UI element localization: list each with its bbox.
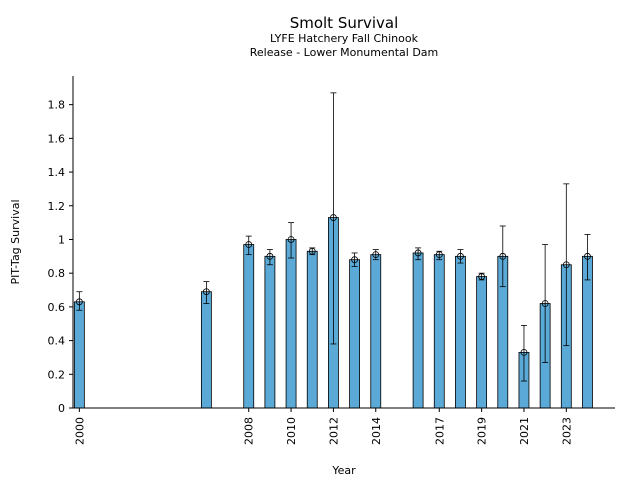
x-tick-label: 2014 xyxy=(370,417,383,445)
point-marker-2008 xyxy=(245,241,253,248)
x-ticks-layer: 2000 2008 2010 2012 2014 2017 2019 2021 2023 xyxy=(73,408,573,445)
bar-2009 xyxy=(264,255,276,409)
point-marker-2021 xyxy=(520,348,528,356)
bar-2006 xyxy=(200,291,212,409)
bar-2018 xyxy=(455,255,466,409)
point-marker-2017 xyxy=(435,251,443,259)
y-tick-label: 1 xyxy=(58,233,65,246)
point-marker-2023 xyxy=(562,261,570,269)
y-tick-label: 0.2 xyxy=(48,368,66,381)
point-marker-2018 xyxy=(457,252,464,260)
point-marker-2019 xyxy=(478,273,486,280)
x-tick-label: 2023 xyxy=(560,417,573,445)
y-tick-label: 0.8 xyxy=(48,267,66,280)
y-tick-label: 1.6 xyxy=(48,132,66,145)
bar-2017 xyxy=(433,254,445,409)
point-marker-2016 xyxy=(414,249,422,257)
y-axis-title: PIT-Tag Survival xyxy=(9,199,22,284)
point-marker-2022 xyxy=(541,300,549,307)
x-tick-label: 2019 xyxy=(476,417,489,445)
point-marker-2006 xyxy=(202,288,210,296)
bar-2008 xyxy=(243,244,255,409)
bar-2016 xyxy=(412,252,424,409)
point-marker-2020 xyxy=(499,252,507,260)
point-marker-2000 xyxy=(75,298,83,306)
bar-2014 xyxy=(370,254,382,409)
bar-2011 xyxy=(306,250,318,409)
bar-2010 xyxy=(285,239,297,409)
bar-2000 xyxy=(73,301,85,409)
x-tick-label: 2017 xyxy=(433,417,446,445)
y-tick-label: 0 xyxy=(58,402,65,415)
point-marker-2014 xyxy=(372,251,380,259)
x-axis-title: Year xyxy=(331,464,356,477)
error-bars-layer xyxy=(75,92,591,382)
x-tick-label: 2000 xyxy=(73,417,86,445)
x-tick-label: 2008 xyxy=(243,417,256,445)
y-tick-label: 1.8 xyxy=(48,99,66,112)
bar-2019 xyxy=(476,276,488,409)
point-marker-2010 xyxy=(287,236,295,243)
bar-2013 xyxy=(349,259,360,409)
y-tick-label: 1.2 xyxy=(48,200,66,213)
y-tick-label: 0.4 xyxy=(48,335,66,348)
point-marker-2012 xyxy=(330,214,337,221)
chart-subtitle-line-2: Release - Lower Monumental Dam xyxy=(250,46,439,59)
x-tick-label: 2010 xyxy=(285,417,298,445)
point-marker-2013 xyxy=(351,256,358,264)
y-tick-label: 1.4 xyxy=(48,166,66,179)
y-ticks-layer: 0 0.2 0.4 0.6 0.8 1 1.2 1.4 1.6 1.8 xyxy=(48,99,73,415)
y-tick-label: 0.6 xyxy=(48,301,66,314)
point-marker-2024 xyxy=(584,252,591,260)
point-marker-2009 xyxy=(266,252,274,260)
x-tick-label: 2012 xyxy=(327,417,340,445)
chart-title: Smolt Survival xyxy=(290,14,399,32)
x-tick-label: 2021 xyxy=(518,417,531,445)
chart-subtitle-line-1: LYFE Hatchery Fall Chinook xyxy=(270,32,419,45)
point-marker-2011 xyxy=(308,247,316,255)
